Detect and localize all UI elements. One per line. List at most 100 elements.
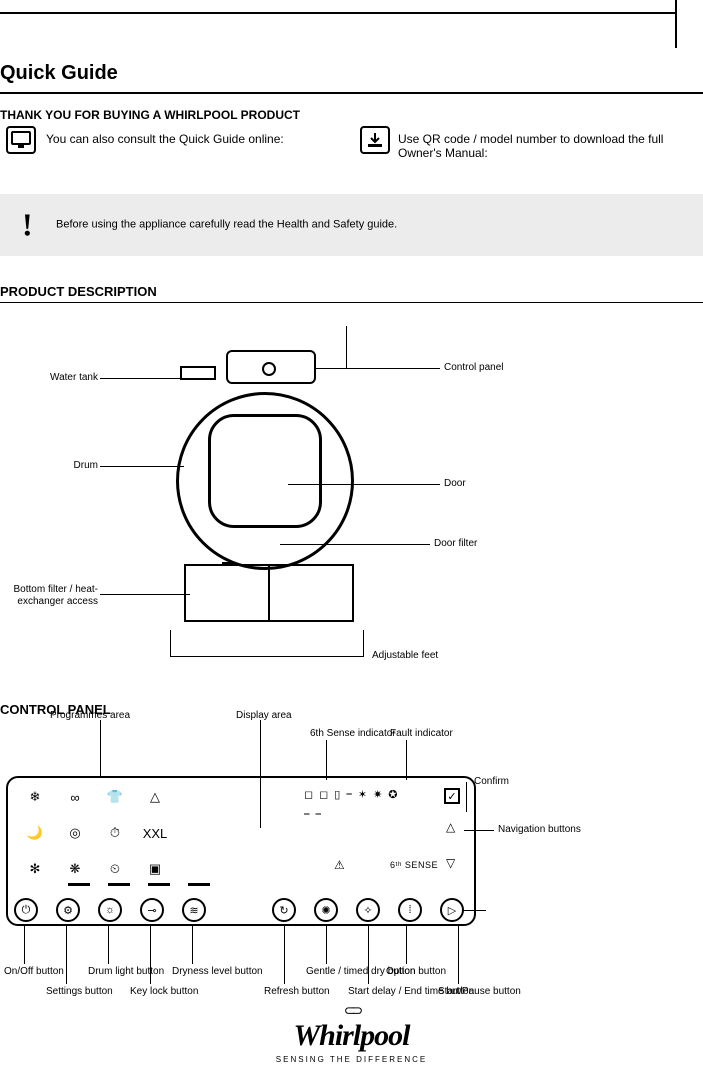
program-row-3: ✻ ❋ ⏲ ▣ [26,860,164,878]
display-icon: ⎯ [304,808,310,821]
display-row-1: ◻◻▯⎯✶✷✪ [304,788,398,801]
program-icon: ▣ [146,860,164,878]
program-icon: 👕 [106,788,124,806]
light-button: ☼ [98,898,122,922]
display-row-2: ⎯⎯ [304,808,321,821]
program-icon: ⏲ [106,860,124,878]
label-drum: Drum [8,460,98,472]
lead-delay [368,924,369,984]
program-row-1: ❄ ∞ 👕 △ [26,788,164,806]
control-panel-diagram: ❄∞👕△ 🌙◎⏱XXL ✻❋⏲▣ ⏻⚙☼⊸≋↻✺✧⁞▷ ◻◻▯⎯✶✷✪ ⎯⎯ ✓… [6,776,476,926]
delay-button: ✧ [356,898,380,922]
lead-light [108,924,109,964]
settings-button: ⚙ [56,898,80,922]
up-arrow: △ [446,820,455,834]
lead-cp-disp-h [306,776,386,777]
lead-feet-v1 [170,630,171,656]
diagram-knob [262,362,276,376]
on-off-button: ⏻ [14,898,38,922]
lead-cp-updown [464,830,494,831]
label-onoff: On/Off button [4,966,64,978]
lead-settings [66,924,67,984]
level-button: ⁞ [398,898,422,922]
program-icon: ❄ [26,788,44,806]
brand-name: Whirlpool [276,1019,427,1053]
display-icon: ⎯ [316,808,322,821]
display-icon: ▯ [334,788,340,801]
start-pause-button: ▷ [440,898,464,922]
safety-alert: ! Before using the appliance carefully r… [0,194,703,256]
download-icon [360,126,390,154]
dry-level-button: ≋ [182,898,206,922]
lead-refresh [284,924,285,984]
confirm-box: ✓ [444,788,460,804]
program-row-2: 🌙 ◎ ⏱ XXL [26,824,164,842]
lead-tank [100,378,180,379]
lead-drum [100,466,184,467]
lead-base-left [100,594,190,595]
program-icon: △ [146,788,164,806]
tick-1 [68,883,90,886]
brand-chain-icon: ⊂⊃ [276,1002,427,1019]
diagram-base-divider [268,564,270,622]
lead-keylock [150,924,151,984]
label-fault: Fault indicator [390,728,453,740]
button-row: ⏻⚙☼⊸≋↻✺✧⁞▷ [14,898,464,922]
rule-under-product [0,302,703,303]
label-filter: Door filter [434,538,477,550]
thanks-heading: THANK YOU FOR BUYING A WHIRLPOOL PRODUCT [0,108,300,122]
page-title: Quick Guide [0,62,118,85]
program-icon: ⏱ [106,824,124,842]
lead-level [406,924,407,964]
lead-start-h [462,910,486,911]
rule-top [0,12,677,14]
display-icon: ◻ [304,788,313,801]
program-icon: XXL [146,824,164,842]
diagram-tank [180,366,216,380]
tick-3 [148,883,170,886]
display-icon: ✷ [373,788,382,801]
label-keylock: Key lock button [130,986,198,998]
label-light: Drum light button [88,966,164,978]
alert-text: Before using the appliance carefully rea… [56,218,691,233]
display-icon: ✶ [358,788,367,801]
program-icon: ❋ [66,860,84,878]
sense-text: 6ᵗʰ SENSE [390,860,438,870]
alert-icon: ! [22,207,33,244]
program-icon: ✻ [26,860,44,878]
label-sense: 6th Sense indicator [310,728,396,740]
key-lock-button: ⊸ [140,898,164,922]
brand-logo: ⊂⊃ Whirlpool SENSING THE DIFFERENCE [276,1002,427,1064]
fault-icon: ⚠ [334,858,345,872]
label-level: Option button [386,966,446,978]
label-tank: Water tank [8,372,98,384]
label-start: Start/Pause button [438,986,521,998]
label-refresh: Refresh button [264,986,330,998]
lead-cp-disp1 [260,720,261,828]
lead-feet-v2 [363,630,364,656]
lead-feet-h [170,656,364,657]
lead-cp-progs [100,720,101,776]
refresh-button: ↻ [272,898,296,922]
online-text: You can also consult the Quick Guide onl… [46,132,284,146]
program-icon: 🌙 [26,824,44,842]
diagram-door [208,414,322,528]
lead-drylevel [192,924,193,964]
label-door: Door [444,478,466,490]
product-heading: PRODUCT DESCRIPTION [0,284,157,299]
display-icon: ⎯ [346,788,352,801]
label-check: Confirm [474,776,509,788]
tick-2 [108,883,130,886]
lead-cp-disp3 [406,740,407,780]
down-arrow: ▽ [446,856,455,870]
online-icon [6,126,36,154]
download-text: Use QR code / model number to download t… [398,132,703,160]
program-icon: ∞ [66,788,84,806]
label-base-left: Bottom filter / heat-exchanger access [0,584,98,607]
lead-door [288,484,440,485]
label-programs: Programmes area [50,710,130,722]
lead-onoff [24,924,25,964]
program-icon: ◎ [66,824,84,842]
lead-cp-check [466,782,467,812]
lead-panel-h [316,368,440,369]
